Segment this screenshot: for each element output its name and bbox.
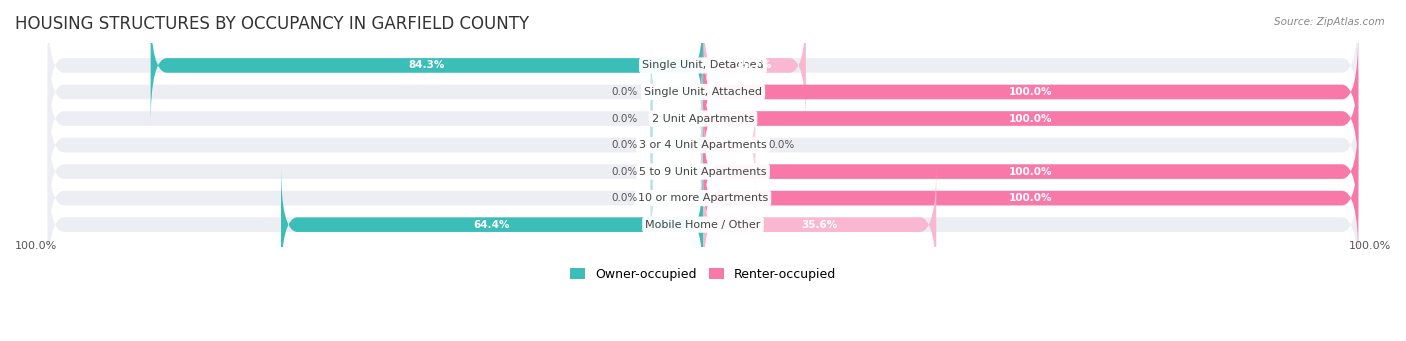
Text: 5 to 9 Unit Apartments: 5 to 9 Unit Apartments <box>640 167 766 177</box>
Legend: Owner-occupied, Renter-occupied: Owner-occupied, Renter-occupied <box>565 263 841 286</box>
Text: Source: ZipAtlas.com: Source: ZipAtlas.com <box>1274 17 1385 27</box>
FancyBboxPatch shape <box>703 99 755 191</box>
Text: 0.0%: 0.0% <box>612 114 637 123</box>
Text: Single Unit, Detached: Single Unit, Detached <box>643 60 763 71</box>
Text: 84.3%: 84.3% <box>409 60 446 71</box>
Text: 100.0%: 100.0% <box>1010 87 1052 97</box>
Text: 100.0%: 100.0% <box>15 241 58 251</box>
Text: 3 or 4 Unit Apartments: 3 or 4 Unit Apartments <box>640 140 766 150</box>
Text: 0.0%: 0.0% <box>612 167 637 177</box>
Text: 100.0%: 100.0% <box>1010 193 1052 203</box>
FancyBboxPatch shape <box>703 166 936 284</box>
Text: HOUSING STRUCTURES BY OCCUPANCY IN GARFIELD COUNTY: HOUSING STRUCTURES BY OCCUPANCY IN GARFI… <box>15 15 529 33</box>
FancyBboxPatch shape <box>48 86 1358 204</box>
FancyBboxPatch shape <box>703 59 1358 178</box>
Text: 100.0%: 100.0% <box>1010 167 1052 177</box>
FancyBboxPatch shape <box>651 73 703 164</box>
Text: Mobile Home / Other: Mobile Home / Other <box>645 220 761 229</box>
Text: 35.6%: 35.6% <box>801 220 838 229</box>
FancyBboxPatch shape <box>651 152 703 244</box>
FancyBboxPatch shape <box>48 113 1358 231</box>
Text: 64.4%: 64.4% <box>474 220 510 229</box>
FancyBboxPatch shape <box>150 6 703 124</box>
FancyBboxPatch shape <box>703 6 806 124</box>
FancyBboxPatch shape <box>48 6 1358 124</box>
FancyBboxPatch shape <box>651 99 703 191</box>
FancyBboxPatch shape <box>651 46 703 138</box>
FancyBboxPatch shape <box>651 126 703 217</box>
FancyBboxPatch shape <box>703 33 1358 151</box>
FancyBboxPatch shape <box>48 139 1358 257</box>
Text: 0.0%: 0.0% <box>612 140 637 150</box>
Text: 0.0%: 0.0% <box>769 140 794 150</box>
Text: 2 Unit Apartments: 2 Unit Apartments <box>652 114 754 123</box>
Text: Single Unit, Attached: Single Unit, Attached <box>644 87 762 97</box>
FancyBboxPatch shape <box>48 33 1358 151</box>
Text: 15.7%: 15.7% <box>737 60 773 71</box>
FancyBboxPatch shape <box>703 139 1358 257</box>
Text: 0.0%: 0.0% <box>612 193 637 203</box>
FancyBboxPatch shape <box>703 113 1358 231</box>
Text: 0.0%: 0.0% <box>612 87 637 97</box>
Text: 100.0%: 100.0% <box>1348 241 1391 251</box>
Text: 100.0%: 100.0% <box>1010 114 1052 123</box>
FancyBboxPatch shape <box>281 166 703 284</box>
Text: 10 or more Apartments: 10 or more Apartments <box>638 193 768 203</box>
FancyBboxPatch shape <box>48 59 1358 178</box>
FancyBboxPatch shape <box>48 166 1358 284</box>
